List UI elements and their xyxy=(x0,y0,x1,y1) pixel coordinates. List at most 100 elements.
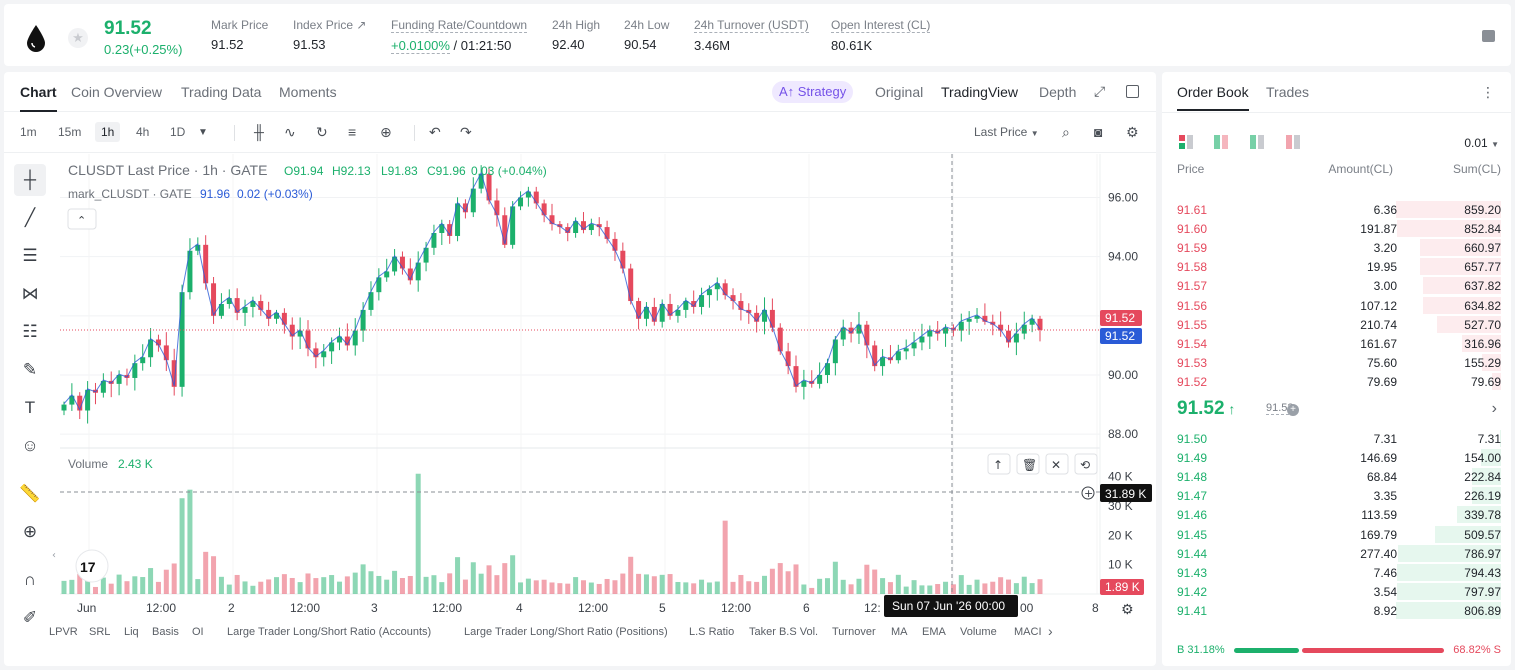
add-alert-icon[interactable]: ⊕ xyxy=(380,124,392,140)
tab-original[interactable]: Original xyxy=(875,84,924,100)
expand-icon[interactable]: ⤢ xyxy=(1094,83,1106,99)
indicator-4[interactable]: OI xyxy=(192,626,204,638)
gear-icon[interactable]: ⚙ xyxy=(1126,124,1139,140)
fib-icon[interactable]: ☷ xyxy=(22,322,38,341)
timeframe-1d[interactable]: 1D xyxy=(170,125,186,139)
price-type-select[interactable]: Last Price ▼ xyxy=(974,125,1039,139)
strategy-button[interactable]: A↑ Strategy xyxy=(772,81,854,103)
axis-settings-icon[interactable]: ⚙ xyxy=(1121,602,1134,618)
zoom-in-icon[interactable]: ⊕ xyxy=(22,522,38,541)
magnet-icon[interactable]: ∩ xyxy=(23,570,37,589)
bid-sum: 797.97 xyxy=(1464,584,1501,599)
tab-coin-overview[interactable]: Coin Overview xyxy=(71,84,163,100)
ask-row[interactable]: 91.52 79.69 79.69 xyxy=(1162,372,1511,391)
ask-row[interactable]: 91.61 6.36 859.20 xyxy=(1162,200,1511,219)
text-icon[interactable]: T xyxy=(24,398,36,417)
mid-price[interactable]: 91.52 ↑ xyxy=(1177,398,1236,419)
indicator-12[interactable]: Volume xyxy=(960,626,997,638)
undo-icon[interactable]: ↶ xyxy=(429,124,441,140)
trash-icon[interactable]: 🗑 xyxy=(1016,453,1040,475)
timeframe-15m[interactable]: 15m xyxy=(58,125,82,139)
book-layout-icons[interactable] xyxy=(1177,134,1317,150)
tab-moments[interactable]: Moments xyxy=(279,84,337,100)
collapse-icon[interactable]: ✕ xyxy=(1045,453,1069,475)
ask-row[interactable]: 91.58 19.95 657.77 xyxy=(1162,257,1511,276)
indicator-5[interactable]: Large Trader Long/Short Ratio (Accounts) xyxy=(227,626,432,638)
indicator-7[interactable]: L.S Ratio xyxy=(689,626,735,638)
more-icon[interactable]: ⋮ xyxy=(1481,84,1495,100)
ask-row[interactable]: 91.57 3.00 637.82 xyxy=(1162,276,1511,295)
indicator-1[interactable]: SRL xyxy=(89,626,111,638)
bid-row[interactable]: 91.42 3.54 797.97 xyxy=(1162,582,1511,601)
book-icon[interactable] xyxy=(1482,30,1495,42)
tab-chart[interactable]: Chart xyxy=(20,84,57,112)
indicator-8[interactable]: Taker B.S Vol. xyxy=(749,626,819,638)
timeframe-1h[interactable]: 1h xyxy=(95,122,121,142)
bid-row[interactable]: 91.41 8.92 806.89 xyxy=(1162,601,1511,620)
brush-icon[interactable]: ✎ xyxy=(22,360,38,379)
indicator-6[interactable]: Large Trader Long/Short Ratio (Positions… xyxy=(464,626,668,638)
search-icon[interactable]: ⌕ xyxy=(1062,124,1070,140)
redo-icon[interactable]: ↷ xyxy=(460,124,472,140)
collapse-legend-button[interactable]: ⌃ xyxy=(67,208,97,230)
bid-row[interactable]: 91.44 277.40 786.97 xyxy=(1162,544,1511,563)
stat-index-price[interactable]: Index Price ↗ 91.53 xyxy=(293,18,367,52)
crosshair-icon[interactable]: ┼ xyxy=(14,164,46,196)
horizontal-lines-icon[interactable]: ☰ xyxy=(22,246,38,265)
arrow-up-icon[interactable]: ↑ xyxy=(987,453,1011,475)
indicator-9[interactable]: Turnover xyxy=(832,626,876,638)
chevron-right-icon[interactable]: › xyxy=(1048,623,1053,639)
window-icon[interactable] xyxy=(1126,85,1139,98)
pattern-icon[interactable]: ⋈ xyxy=(21,284,39,303)
pencil-lock-icon[interactable]: ✐ xyxy=(22,608,38,627)
favorite-star-icon[interactable]: ★ xyxy=(68,28,88,48)
tab-depth[interactable]: Depth xyxy=(1039,84,1077,100)
candle xyxy=(793,355,799,393)
chevron-down-icon: ▼ xyxy=(1030,129,1039,138)
templates-icon[interactable]: ≡ xyxy=(348,124,357,140)
indicator-13[interactable]: MACI xyxy=(1014,626,1042,638)
ask-row[interactable]: 91.60 191.87 852.84 xyxy=(1162,219,1511,238)
tab-tradingview[interactable]: TradingView xyxy=(941,84,1019,100)
tab-trades[interactable]: Trades xyxy=(1266,84,1310,100)
indicator-0[interactable]: LPVR xyxy=(49,626,78,638)
bid-row[interactable]: 91.50 7.31 7.31 xyxy=(1162,429,1511,448)
tradingview-logo-icon[interactable]: 17 xyxy=(75,549,109,583)
emoji-icon[interactable]: ☺ xyxy=(21,436,39,455)
bid-row[interactable]: 91.47 3.35 226.19 xyxy=(1162,486,1511,505)
indicator-2[interactable]: Liq xyxy=(124,626,139,638)
tab-order-book[interactable]: Order Book xyxy=(1177,84,1249,111)
bid-row[interactable]: 91.45 169.79 509.57 xyxy=(1162,525,1511,544)
ask-row[interactable]: 91.54 161.67 316.96 xyxy=(1162,334,1511,353)
timeframe-4h[interactable]: 4h xyxy=(136,125,150,139)
ask-row[interactable]: 91.59 3.20 660.97 xyxy=(1162,238,1511,257)
camera-icon[interactable]: ◙ xyxy=(1094,124,1103,140)
bid-row[interactable]: 91.49 146.69 154.00 xyxy=(1162,448,1511,467)
ruler-icon[interactable]: 📏 xyxy=(19,484,41,503)
indicator-11[interactable]: EMA xyxy=(922,626,946,638)
ask-row[interactable]: 91.53 75.60 155.29 xyxy=(1162,353,1511,372)
precision-select[interactable]: 0.01 ▼ xyxy=(1464,136,1499,150)
swap-icon[interactable]: ⟲ xyxy=(1074,453,1098,475)
legend-close: C91.96 xyxy=(427,164,466,178)
ask-row[interactable]: 91.56 107.12 634.82 xyxy=(1162,296,1511,315)
tab-trading-data[interactable]: Trading Data xyxy=(181,84,262,100)
replay-icon[interactable]: ↻ xyxy=(316,124,328,140)
trendline-icon[interactable]: ╱ xyxy=(24,208,36,227)
candle-type-icon[interactable]: ╫ xyxy=(254,124,264,140)
bid-row[interactable]: 91.43 7.46 794.43 xyxy=(1162,563,1511,582)
bid-row[interactable]: 91.48 68.84 222.84 xyxy=(1162,467,1511,486)
ask-row[interactable]: 91.55 210.74 527.70 xyxy=(1162,315,1511,334)
volume-bar xyxy=(297,582,303,594)
add-order-icon[interactable] xyxy=(1081,486,1095,500)
collapse-toolbar-icon[interactable]: ‹ xyxy=(52,550,56,561)
indicator-3[interactable]: Basis xyxy=(152,626,179,638)
timeframe-1m[interactable]: 1m xyxy=(20,125,37,139)
indicators-icon[interactable]: ∿ xyxy=(284,124,296,140)
bid-row[interactable]: 91.46 113.59 339.78 xyxy=(1162,505,1511,524)
indicator-10[interactable]: MA xyxy=(891,626,908,638)
info-icon[interactable]: + xyxy=(1287,404,1299,416)
chevron-right-icon[interactable]: › xyxy=(1491,400,1497,417)
chevron-down-icon[interactable]: ▼ xyxy=(198,127,208,138)
